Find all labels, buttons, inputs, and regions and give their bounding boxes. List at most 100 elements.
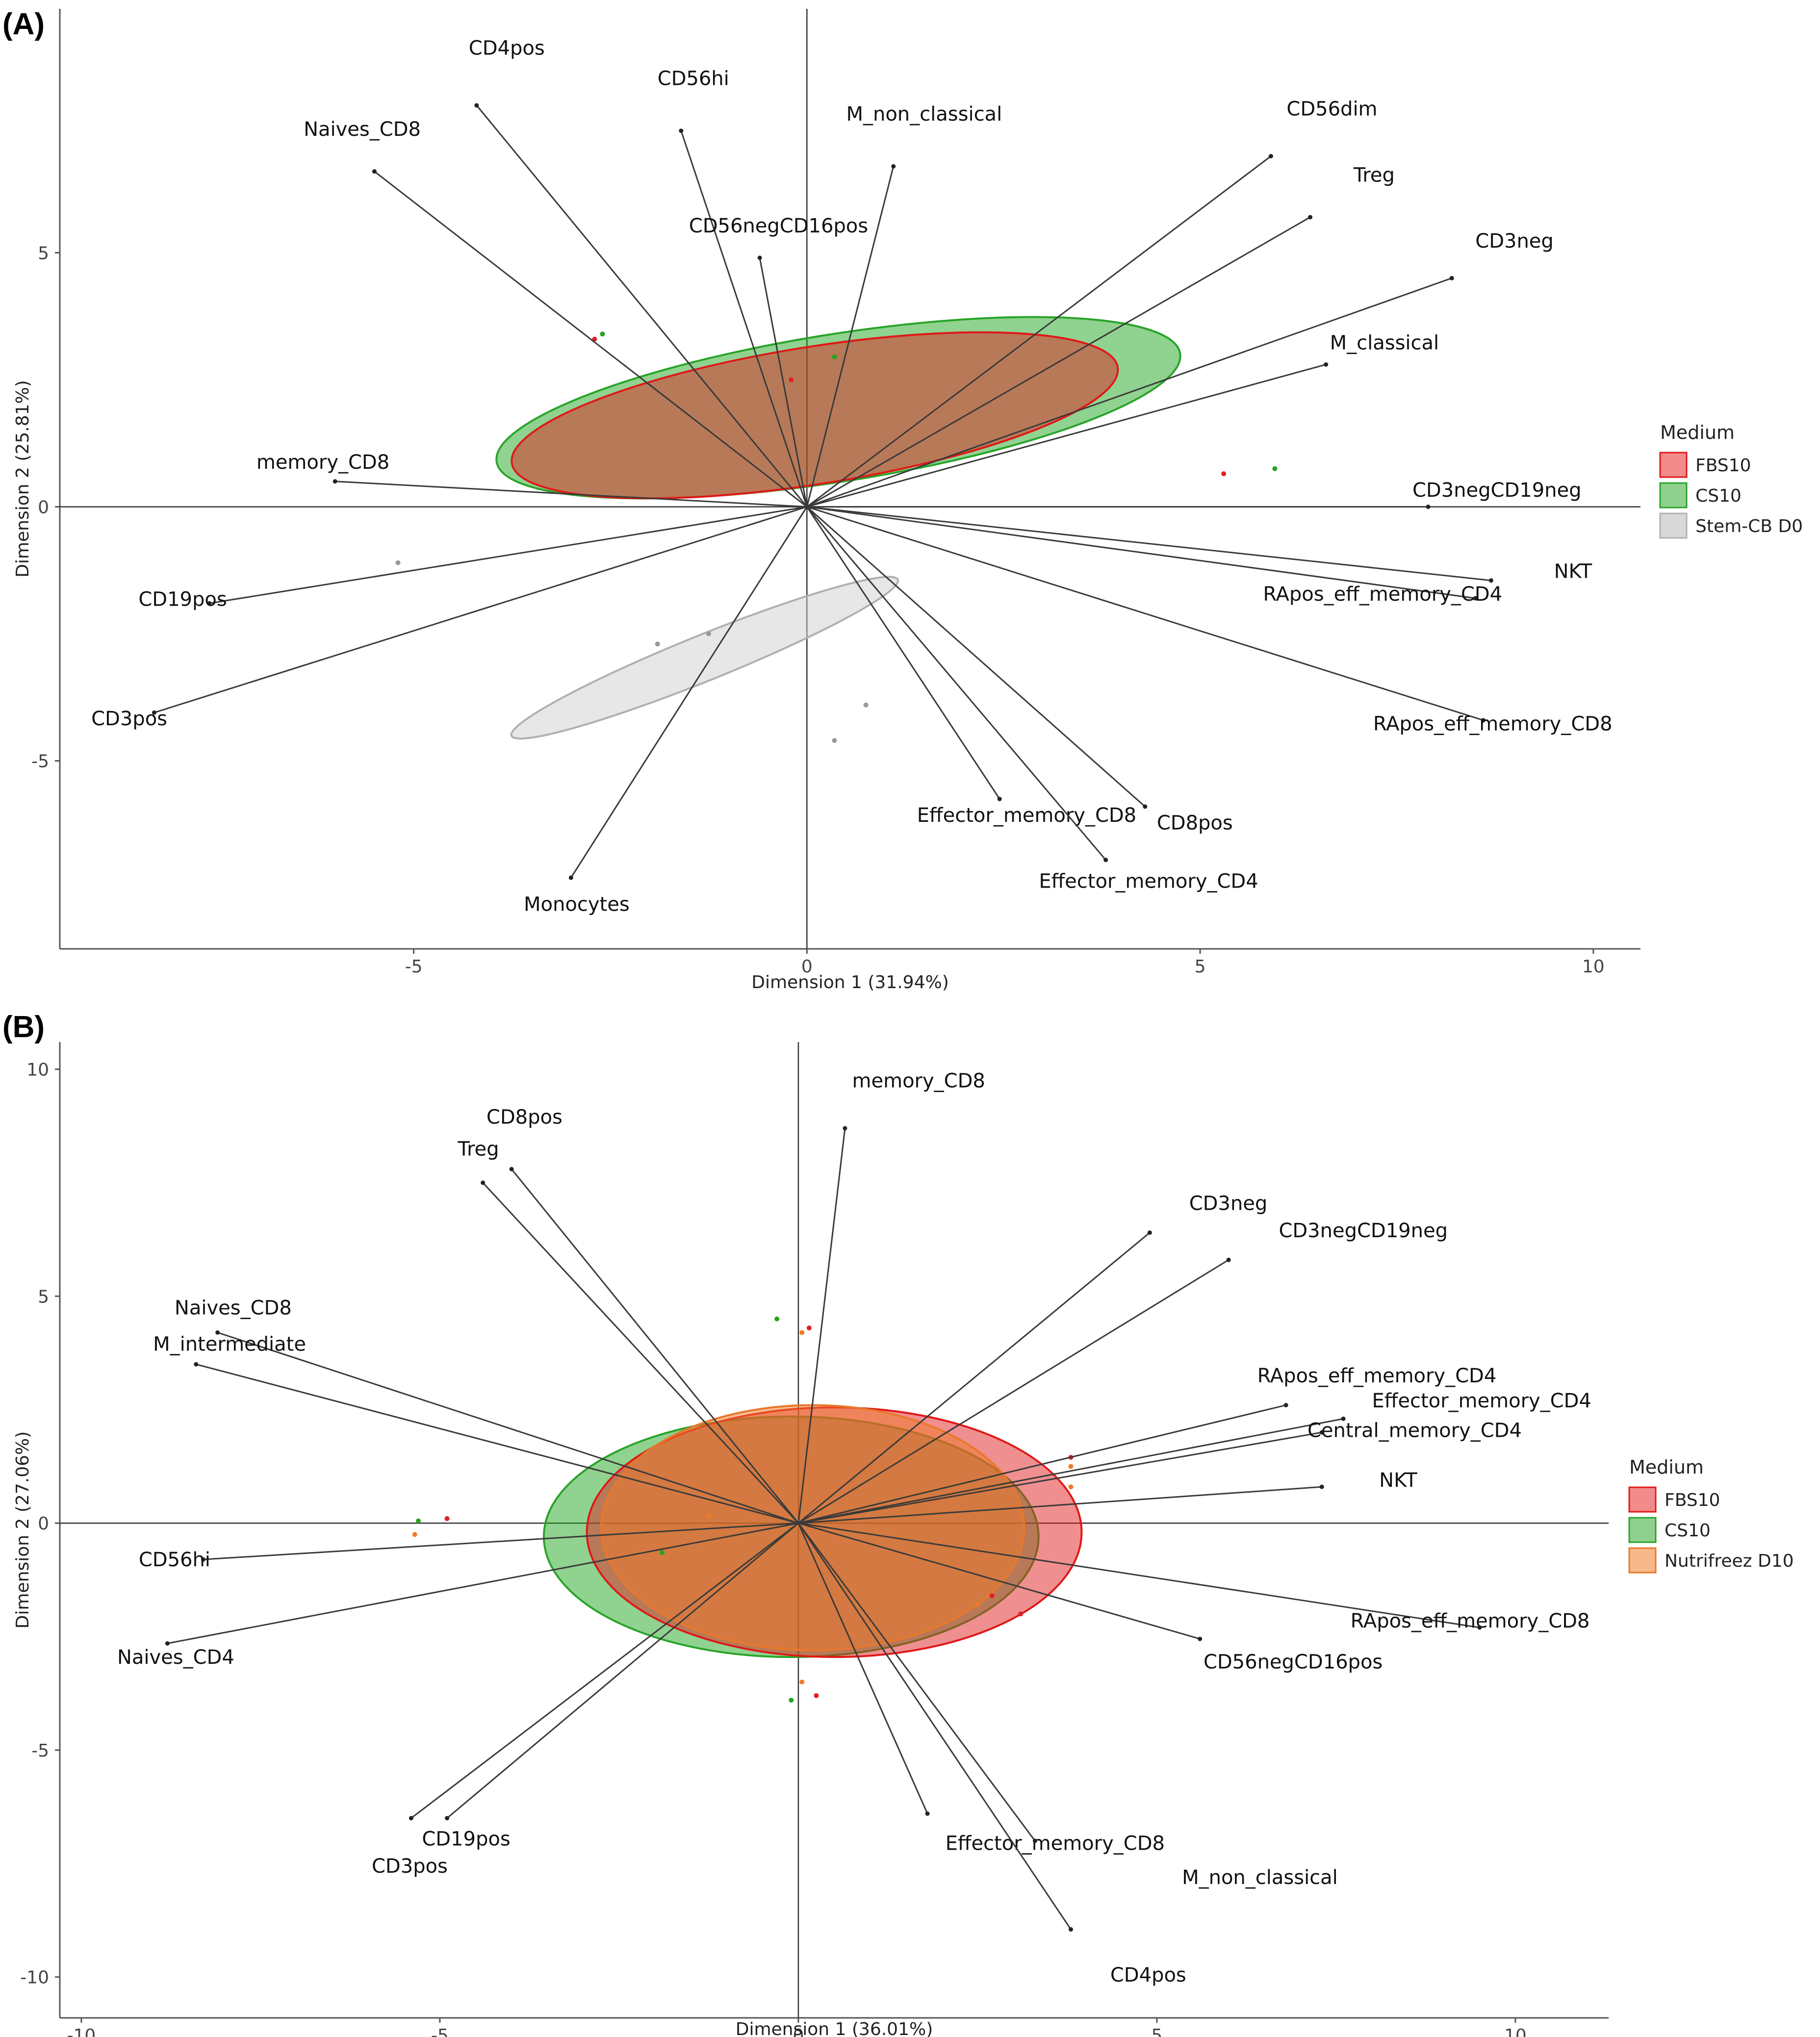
loading-vector-label: CD56negCD16pos [689, 215, 868, 237]
loading-vector-tip [474, 103, 479, 108]
loading-vector [410, 1522, 799, 1819]
loading-vector-label: RApos_eff_memory_CD8 [1351, 1610, 1590, 1632]
loading-vector [798, 1418, 1344, 1524]
loading-vector [806, 506, 1106, 861]
loading-vector-tip [891, 164, 896, 169]
loading-vector-label: Naives_CD8 [175, 1297, 292, 1319]
sample-point [1068, 1484, 1074, 1490]
loading-vector [196, 1363, 799, 1524]
loading-vector-tip [1283, 1402, 1288, 1407]
loading-vector-label: Effector_memory_CD8 [946, 1833, 1165, 1855]
loading-vector [511, 1169, 799, 1524]
loading-vector-label: CD19pos [422, 1828, 510, 1850]
loading-vector-tip [1308, 215, 1313, 220]
loading-vector [797, 1523, 928, 1814]
loading-vector-tip [409, 1816, 413, 1821]
loading-vector [209, 506, 807, 604]
loading-vector-label: Naives_CD8 [304, 118, 421, 141]
sample-point [799, 1680, 805, 1685]
loading-vector-label: Treg [1353, 164, 1395, 186]
legend-title: Medium [1660, 422, 1735, 443]
loading-vector [797, 1232, 1151, 1524]
sample-point [975, 1602, 980, 1607]
x-tick-label: 5 [1195, 957, 1206, 977]
loading-vector-tip [1068, 1927, 1073, 1932]
loading-vector [167, 1522, 799, 1644]
legend-swatch [1659, 482, 1688, 509]
loading-vector-label: CD8pos [1157, 812, 1233, 834]
loading-vector-label: CD56dim [1286, 98, 1377, 121]
x-tick-label: 10 [1582, 957, 1605, 977]
loading-vector [476, 104, 808, 508]
sample-point [1018, 1611, 1024, 1617]
y-tick-label: 0 [38, 497, 49, 517]
loading-vector [806, 363, 1327, 508]
sample-point [412, 1532, 417, 1537]
loading-vector-label: CD56negCD16pos [1204, 1651, 1383, 1673]
loading-vector-tip [481, 1180, 486, 1185]
loading-vector-label: memory_CD8 [852, 1070, 985, 1093]
y-tick-label: 5 [38, 243, 49, 263]
loading-vector-label: CD8pos [487, 1106, 563, 1129]
loading-vector [798, 1522, 1480, 1629]
loading-vector-tip [509, 1167, 514, 1171]
loading-vector-tip [215, 1330, 220, 1335]
loading-vector [806, 506, 1000, 800]
x-tick-label: -5 [405, 957, 423, 977]
loading-vector-label: NKT [1379, 1469, 1417, 1492]
sample-point [655, 641, 660, 647]
loading-vector [446, 1522, 799, 1819]
y-tick-label: -5 [31, 752, 49, 772]
sample-point [706, 1514, 712, 1519]
x-tick-label: -5 [431, 2026, 449, 2037]
sample-point [789, 377, 794, 382]
loading-vector-tip [445, 1816, 449, 1821]
y-axis-title: Dimension 2 (25.81%) [13, 380, 33, 578]
loading-vector-label: CD56hi [139, 1549, 210, 1571]
legend-entry-label: Stem-CB D0 [1695, 516, 1803, 536]
loading-vector-tip [568, 875, 573, 880]
loading-vector-tip [679, 128, 684, 133]
y-tick-label: -10 [20, 1968, 49, 1988]
x-tick-label: 10 [1504, 2026, 1527, 2037]
loading-vector-tip [1226, 1257, 1231, 1262]
loading-vector [798, 1486, 1322, 1524]
loading-vector-tip [1449, 276, 1454, 280]
loading-vector-tip [207, 601, 212, 606]
x-tick-label: 0 [801, 957, 813, 977]
loading-vector [335, 481, 807, 508]
loading-vector-label: M_non_classical [1182, 1866, 1338, 1889]
panel-b-biplot: (B) -10 -5 0 5 10 -10 -5 0 5 10 Dimension 1 (36.01%… [2, 1010, 1794, 2037]
loading-vector-tip [997, 796, 1002, 801]
sample-point [806, 1325, 812, 1331]
loading-vector-label: CD19pos [138, 588, 227, 611]
legend-entry-label: CS10 [1665, 1521, 1711, 1541]
loading-vector-tip [194, 1362, 199, 1367]
loading-vector [807, 506, 1476, 599]
legend-swatch [1659, 512, 1688, 539]
loading-vector [203, 1522, 798, 1560]
y-tick-label: 5 [38, 1287, 49, 1307]
legend-entry-label: CS10 [1695, 486, 1742, 506]
sample-point [395, 560, 401, 565]
sample-point [989, 1593, 995, 1599]
loading-vector-label: CD4pos [1110, 1964, 1186, 1986]
loading-vector-label: Monocytes [524, 893, 630, 916]
loading-vector-tip [1032, 1838, 1037, 1843]
loading-vector [570, 506, 808, 878]
loading-vector [680, 130, 808, 507]
y-tick-label: 0 [38, 1514, 49, 1534]
loading-vector-label: CD3neg [1475, 230, 1554, 253]
legend-title: Medium [1629, 1456, 1704, 1478]
loading-vector [154, 506, 807, 713]
sample-point [706, 631, 711, 637]
loading-vector-tip [843, 1126, 847, 1131]
loading-vector [797, 1128, 846, 1524]
loading-vector-tip [152, 710, 156, 715]
legend-swatch [1659, 452, 1688, 478]
loading-vector [797, 1523, 1072, 1930]
loading-vector-tip [1473, 596, 1478, 601]
x-axis-title: Dimension 1 (31.94%) [751, 972, 949, 993]
